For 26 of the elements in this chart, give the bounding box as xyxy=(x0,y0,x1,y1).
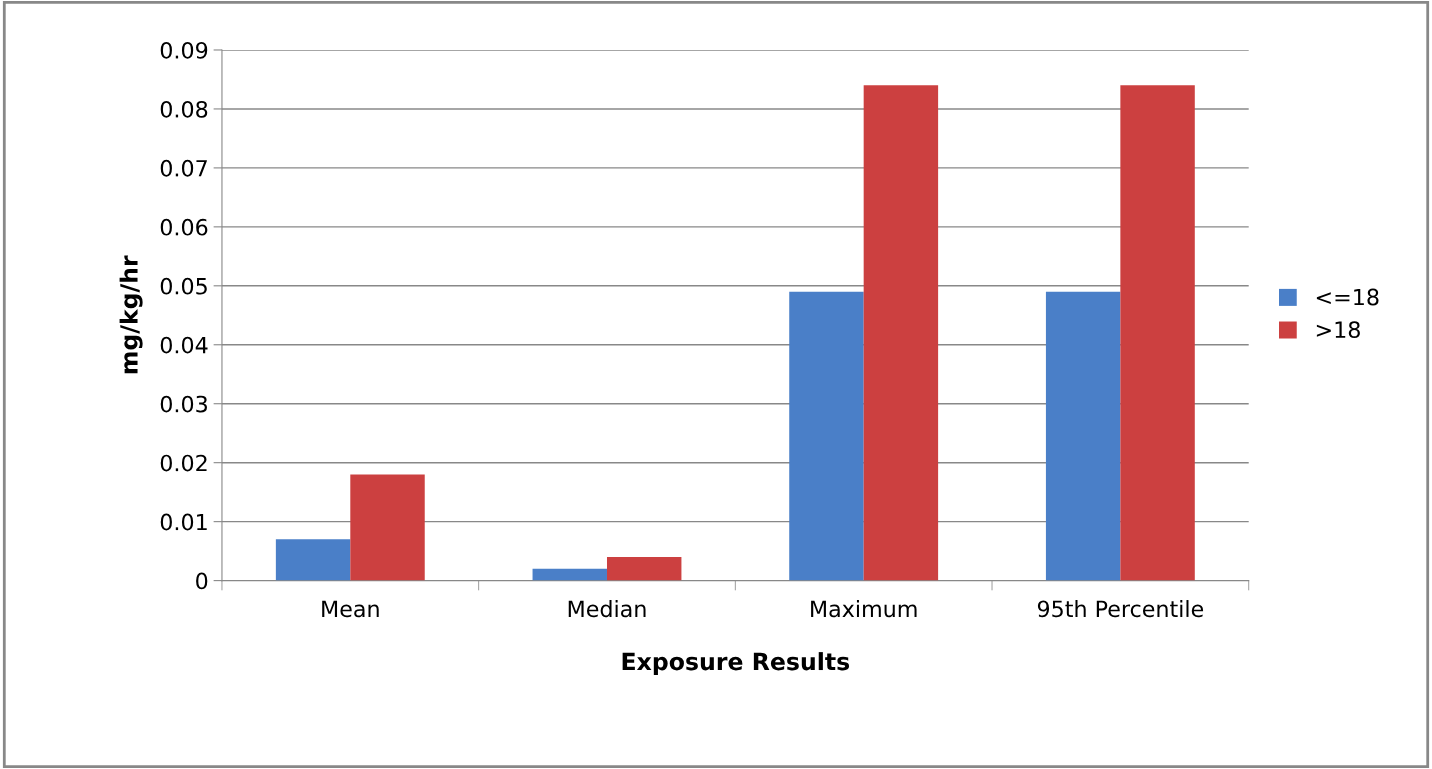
y-tick-label: 0.06 xyxy=(160,218,208,236)
bar xyxy=(606,557,682,581)
bar xyxy=(1045,291,1121,581)
legend-label: <=18 xyxy=(1316,288,1379,306)
y-tick-label: 0.04 xyxy=(160,336,208,354)
y-tick-label: 0.05 xyxy=(160,277,207,295)
y-tick-label: 0.03 xyxy=(160,395,207,413)
legend-label: >18 xyxy=(1316,321,1360,339)
bar xyxy=(532,568,607,581)
x-tick-label: Maximum xyxy=(811,600,917,618)
bar xyxy=(863,85,939,581)
y-tick-label: 0.07 xyxy=(160,159,207,177)
y-tick-label: 0 xyxy=(196,572,208,590)
y-tick-label: 0.02 xyxy=(160,454,207,472)
y-axis-title: mg/kg/hr xyxy=(119,255,143,374)
y-tick-label: 0.08 xyxy=(160,100,208,118)
y-tick-label: 0.09 xyxy=(160,41,208,59)
y-tick-label: 0.01 xyxy=(160,513,207,531)
x-tick-label: Mean xyxy=(322,600,379,618)
bar xyxy=(350,474,425,581)
bar xyxy=(275,539,351,581)
bar xyxy=(789,291,864,581)
x-axis-title: Exposure Results xyxy=(622,652,850,675)
bar xyxy=(1120,85,1195,581)
x-tick-label: Median xyxy=(568,600,646,618)
x-tick-label: 95th Percentile xyxy=(1037,600,1204,618)
